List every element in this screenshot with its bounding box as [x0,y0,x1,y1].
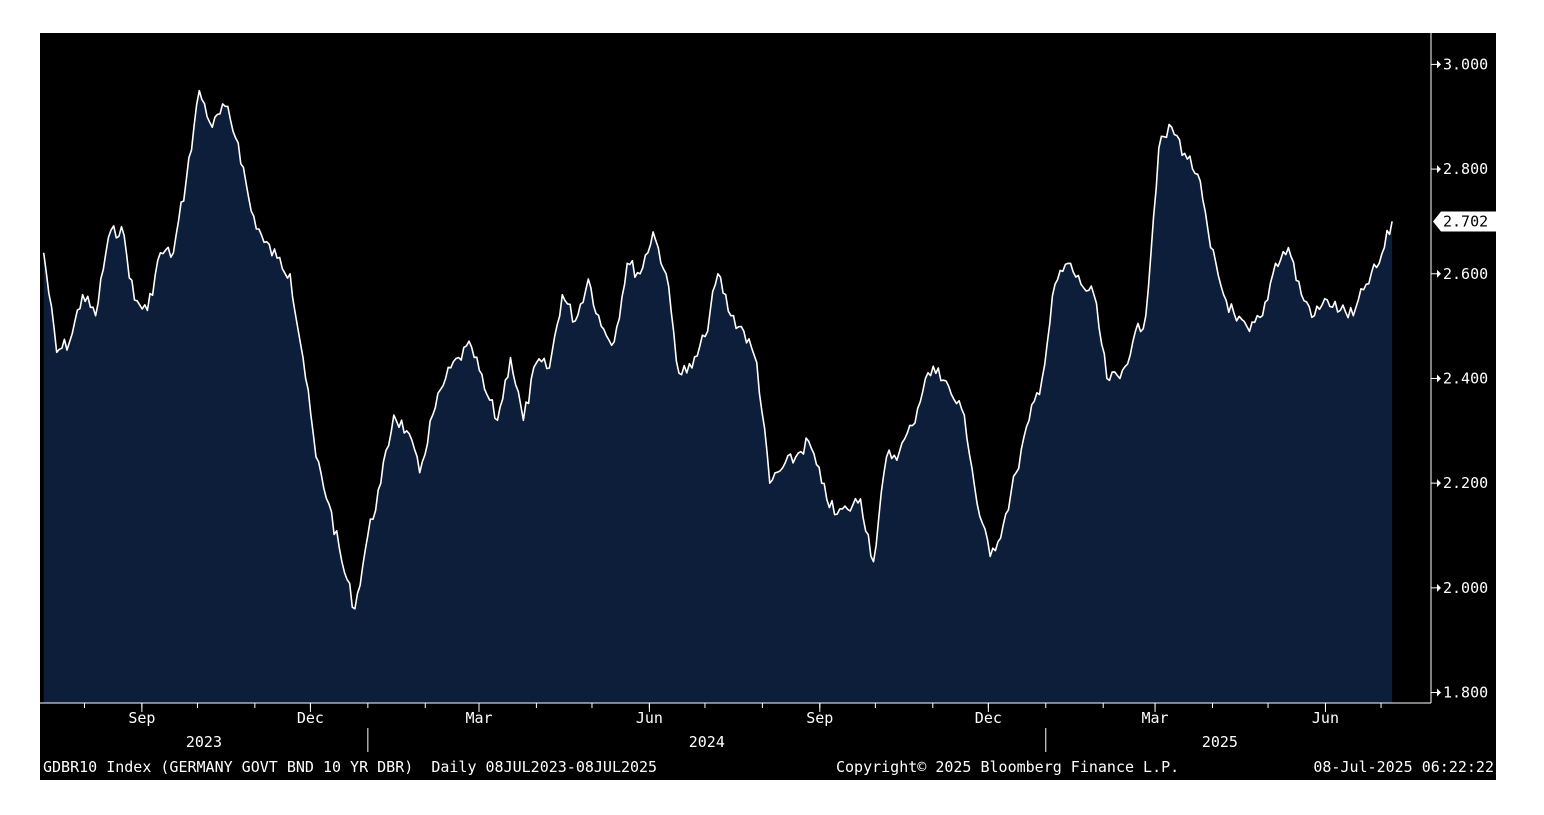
y-tick-arrow [1437,269,1441,278]
series-line [42,89,1393,610]
last-value-flag-shape [1433,211,1496,232]
last-value-flag: 2.702 [1433,211,1496,232]
y-tick-label: 2.600 [1443,265,1488,283]
x-month-label: Sep [806,709,833,727]
y-tick-arrow [1437,60,1441,69]
y-tick-label: 2.800 [1443,160,1488,178]
area-layer [42,89,1393,704]
y-tick-arrow [1437,688,1441,697]
y-tick-arrow [1437,374,1441,383]
x-month-label: Jun [1312,709,1339,727]
x-month-label: Jun [636,709,663,727]
x-year-label: 2025 [1202,733,1238,751]
x-month-label: Dec [297,709,324,727]
footer-copyright-text: Copyright© 2025 Bloomberg Finance L.P. [836,758,1179,776]
x-year-label: 2023 [186,733,222,751]
y-tick-label: 2.000 [1443,579,1488,597]
x-month-label: Mar [1142,709,1169,727]
y-tick-arrow [1437,583,1441,592]
x-year-label: 2024 [689,733,725,751]
x-month-label: Mar [465,709,492,727]
y-tick-arrow [1437,479,1441,488]
label-layer: 2.702 [1433,211,1496,232]
x-month-label: Sep [128,709,155,727]
y-tick-label: 2.200 [1443,474,1488,492]
y-tick-arrow [1437,165,1441,174]
x-month-label: Dec [975,709,1002,727]
footer-ticker-text: GDBR10 Index (GERMANY GOVT BND 10 YR DBR… [43,758,657,776]
footer: GDBR10 Index (GERMANY GOVT BND 10 YR DBR… [43,758,1494,776]
y-tick-label: 2.400 [1443,369,1488,387]
footer-timestamp-text: 08-Jul-2025 06:22:22 [1313,758,1494,776]
y-tick-label: 3.000 [1443,55,1488,73]
last-value-label: 2.702 [1443,212,1488,230]
series-area-fill [43,90,1393,704]
y-tick-label: 1.800 [1443,684,1488,702]
axis-layer: 1.800 2.000 2.200 2.400 2.600 2.800 3.000 Sep De… [40,33,1488,752]
